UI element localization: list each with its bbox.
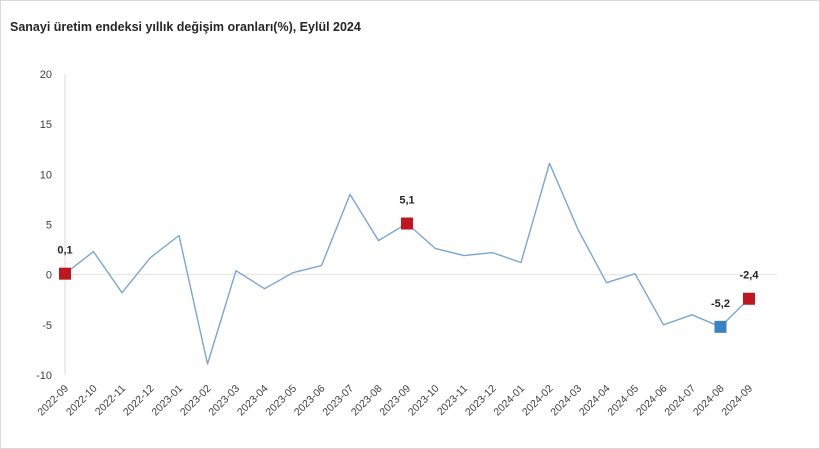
y-tick-label: -10 [36,370,52,382]
highlight-marker [59,267,71,280]
data-label: -5,2 [711,298,730,310]
data-label: -2,4 [740,270,760,282]
y-tick-label: -5 [42,320,52,332]
highlight-marker [743,292,755,305]
x-tick-label: 2023-10 [406,383,442,419]
y-tick-label: 10 [40,169,52,181]
x-tick-label: 2024-09 [719,383,755,419]
series-line [64,162,750,365]
data-label: 5,1 [399,194,414,206]
data-label: 0,1 [57,245,72,257]
x-tick-label: 2022-10 [64,383,100,419]
highlight-marker [714,320,727,333]
y-tick-label: 5 [46,220,52,232]
y-tick-label: 20 [40,69,52,81]
y-tick-label: 0 [46,270,52,282]
y-tick-label: 15 [40,119,52,131]
highlight-marker [401,217,413,230]
chart-title: Sanayi üretim endeksi yıllık değişim ora… [10,20,361,34]
